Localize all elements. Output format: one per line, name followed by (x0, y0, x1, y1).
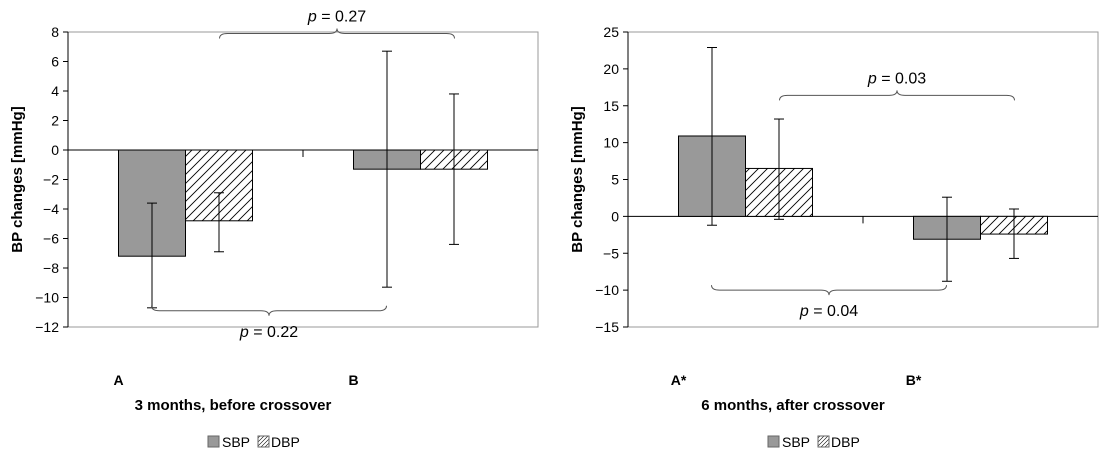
significance-bracket (219, 28, 455, 39)
legend-label-sbp: SBP (782, 434, 810, 450)
y-tick-label: 6 (51, 54, 59, 70)
y-tick-label: −6 (43, 231, 59, 247)
legend-swatch-dbp (817, 435, 830, 448)
category-label: A* (671, 372, 687, 388)
y-tick-label: 10 (603, 135, 619, 151)
y-tick-label: 2 (51, 113, 59, 129)
y-axis-label: BP changes [mmHg] (9, 106, 26, 252)
y-tick-label: −8 (43, 260, 59, 276)
y-tick-label: −2 (43, 172, 59, 188)
y-tick-label: 0 (611, 208, 619, 224)
chart-panel-left: 8 6 4 2 0 −2 −4 −6 −8 −10 −12 BP changes [mmHg] A Bp … (9, 8, 539, 450)
p-value-label: p = 0.27 (307, 8, 366, 25)
p-value-label: p = 0.04 (799, 303, 858, 320)
y-tick-label: 0 (51, 142, 59, 158)
x-axis-title: 3 months, before crossover (135, 397, 332, 414)
p-value: = 0.27 (317, 8, 366, 25)
category-label: A (113, 372, 123, 388)
y-tick-label: 25 (603, 24, 619, 40)
y-tick-label: 8 (51, 24, 59, 40)
legend-label-dbp: DBP (831, 434, 860, 450)
y-tick-label: −5 (603, 245, 619, 261)
chart-panel-right: 25 20 15 10 5 0 −5 −10 −15 BP changes [mmHg] A* B* p… (569, 24, 1099, 450)
p-symbol: p (239, 324, 249, 341)
y-tick-label: 4 (51, 83, 59, 99)
legend-label-sbp: SBP (222, 434, 250, 450)
p-symbol: p (307, 8, 317, 25)
y-tick-label: 20 (603, 61, 619, 77)
p-value-label: p = 0.03 (867, 70, 926, 87)
p-value: = 0.03 (877, 70, 926, 87)
legend-swatch-sbp (207, 435, 220, 448)
p-value: = 0.22 (249, 324, 298, 341)
y-tick-label: −10 (35, 290, 59, 306)
p-value: = 0.04 (809, 303, 858, 320)
y-tick-label: −12 (35, 319, 59, 335)
significance-bracket (711, 285, 947, 296)
y-tick-label: −4 (43, 201, 59, 217)
y-tick-label: −10 (595, 282, 619, 298)
y-tick-label: 15 (603, 98, 619, 114)
y-tick-label: −15 (595, 319, 619, 335)
p-symbol: p (799, 303, 809, 320)
p-symbol: p (867, 70, 877, 87)
y-tick-label: 5 (611, 172, 619, 188)
legend-label-dbp: DBP (271, 434, 300, 450)
significance-bracket (151, 305, 387, 316)
y-axis-label: BP changes [mmHg] (569, 106, 586, 252)
legend-swatch-dbp (257, 435, 270, 448)
category-label: B (348, 372, 358, 388)
p-value-label: p = 0.22 (239, 324, 298, 341)
x-axis-title: 6 months, after crossover (701, 397, 885, 414)
legend-swatch-sbp (767, 435, 780, 448)
category-label: B* (906, 372, 922, 388)
significance-bracket (779, 90, 1015, 101)
